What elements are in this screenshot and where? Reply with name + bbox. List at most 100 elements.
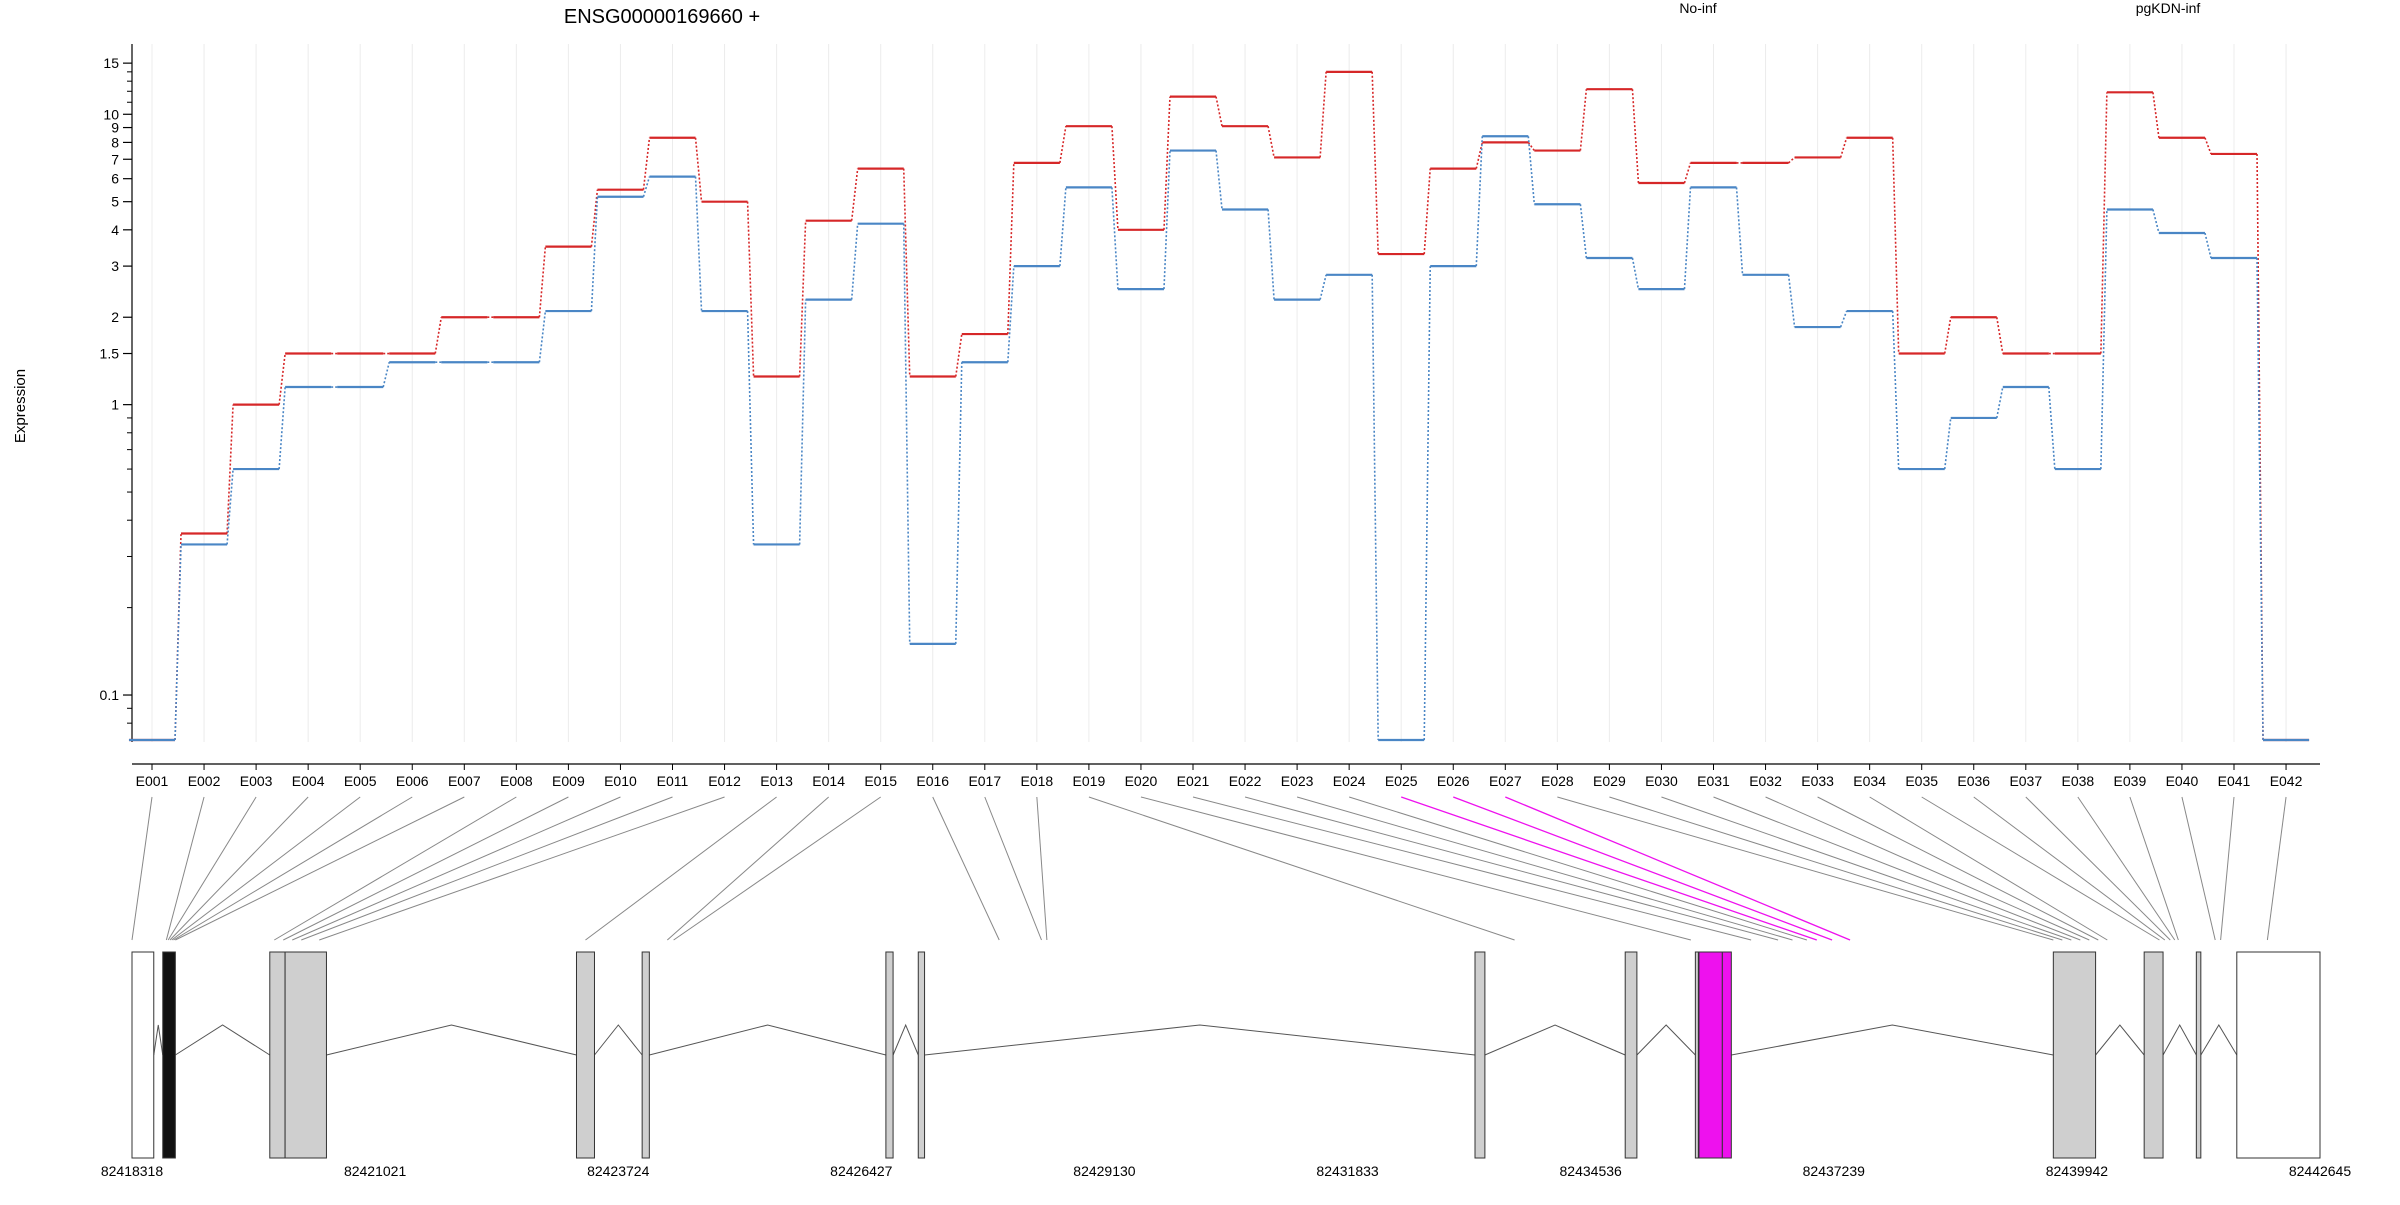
exon-connector — [2129, 796, 2179, 941]
legend-entry-no-inf: No-inf — [1679, 0, 1716, 16]
intron — [153, 1024, 164, 1056]
exon-label-e027: E027 — [1489, 773, 1522, 789]
exon-block — [917, 951, 926, 1159]
coordinate-label: 82429130 — [1073, 1163, 1136, 1179]
exon-connector — [1400, 796, 1817, 941]
exon-connector — [1192, 796, 1752, 941]
exon-label-e015: E015 — [864, 773, 897, 789]
exon-label-e022: E022 — [1229, 773, 1262, 789]
exon-label-e029: E029 — [1593, 773, 1626, 789]
exon-label-e039: E039 — [2114, 773, 2147, 789]
exon-connector — [666, 796, 829, 941]
intron — [2095, 1024, 2145, 1056]
coordinate-label: 82431833 — [1316, 1163, 1379, 1179]
exon-connector — [1869, 796, 2108, 941]
series-pgkdn-inf — [128, 135, 2310, 742]
exon-connector — [1349, 796, 1808, 941]
y-tick-label: 2 — [111, 309, 119, 325]
exon-connector — [932, 796, 1000, 941]
exon-connector — [131, 796, 153, 941]
exon-connector — [1921, 796, 2160, 941]
chart-title: ENSG00000169660 + — [564, 6, 760, 28]
exon-label-e016: E016 — [916, 773, 949, 789]
y-tick-label: 0.1 — [100, 687, 120, 703]
exon-label-e033: E033 — [1801, 773, 1834, 789]
exon-connector — [2266, 796, 2287, 941]
exon-connector — [167, 796, 257, 941]
exon-connector — [274, 796, 517, 941]
coordinate-label: 82439942 — [2046, 1163, 2109, 1179]
exon-label-e019: E019 — [1073, 773, 1106, 789]
gene-model — [131, 951, 2321, 1159]
exon-label-e034: E034 — [1853, 773, 1886, 789]
exon-connector — [1453, 796, 1833, 941]
coordinate-label: 82442645 — [2289, 1163, 2352, 1179]
coordinate-label: 82421021 — [344, 1163, 407, 1179]
exon-label-e012: E012 — [708, 773, 741, 789]
exon-block — [269, 951, 286, 1159]
exon-connector — [301, 796, 673, 941]
exon-block — [575, 951, 595, 1159]
genomic-coordinates: 82418318 82421021 82423724 82426427 82429130… — [101, 1163, 2352, 1179]
exon-connector — [1817, 796, 2099, 941]
series-no-inf — [128, 70, 2310, 742]
exon-label-e025: E025 — [1385, 773, 1418, 789]
coordinate-label: 82418318 — [101, 1163, 164, 1179]
exon-labels: E001 E002 E003 E004 E005 E006 E007 E008 E009 E010… — [136, 773, 2303, 789]
exon-block — [1694, 951, 1699, 1159]
exon-label-e026: E026 — [1437, 773, 1470, 789]
exon-connector — [1296, 796, 1793, 941]
exon-block — [1624, 951, 1638, 1159]
exon-label-e023: E023 — [1281, 773, 1314, 789]
coordinate-label: 82434536 — [1560, 1163, 1623, 1179]
exon-connector — [673, 796, 881, 941]
exon-block — [2143, 951, 2164, 1159]
exon-connector — [1765, 796, 2090, 941]
exon-block — [885, 951, 894, 1159]
exon-block — [1698, 951, 1723, 1159]
exon-connector — [319, 796, 725, 941]
coordinate-label: 82423724 — [587, 1163, 650, 1179]
y-tick-label: 1 — [111, 397, 119, 413]
y-tick-label: 9 — [111, 120, 119, 136]
exon-label-e002: E002 — [188, 773, 221, 789]
y-tick-label: 5 — [111, 194, 119, 210]
y-tick-label: 15 — [103, 55, 119, 71]
exon-connector — [1088, 796, 1515, 941]
exon-connector — [169, 796, 309, 941]
exon-connector — [1973, 796, 2166, 941]
exon-connector — [1140, 796, 1691, 941]
intron — [1636, 1024, 1696, 1056]
intron — [175, 1024, 271, 1056]
exon-label-e032: E032 — [1749, 773, 1782, 789]
intron — [892, 1023, 919, 1056]
intron — [924, 1024, 1476, 1056]
exon-block — [1474, 951, 1486, 1159]
exon-connector — [1557, 796, 2054, 941]
intron — [1484, 1024, 1626, 1056]
exon-label-e008: E008 — [500, 773, 533, 789]
intron — [2162, 1023, 2197, 1056]
exon-block — [131, 951, 155, 1159]
intron — [326, 1024, 577, 1056]
exon-label-e003: E003 — [240, 773, 273, 789]
exon-label-e021: E021 — [1177, 773, 1210, 789]
exon-label-e009: E009 — [552, 773, 585, 789]
exon-label-e005: E005 — [344, 773, 377, 789]
exon-label-e042: E042 — [2270, 773, 2303, 789]
exon-label-e030: E030 — [1645, 773, 1678, 789]
exon-connector — [2077, 796, 2176, 941]
exon-label-e011: E011 — [657, 773, 689, 789]
exon-connector — [2181, 796, 2216, 941]
exon-connector — [175, 796, 465, 941]
intron — [2200, 1024, 2238, 1056]
exon-connector — [1244, 796, 1779, 941]
exon-label-e036: E036 — [1957, 773, 1990, 789]
exon-label-e014: E014 — [812, 773, 845, 789]
y-tick-label: 6 — [111, 171, 119, 187]
series-connector — [174, 136, 2264, 741]
series-connector — [174, 71, 2264, 741]
y-tick-label: 1.5 — [100, 346, 120, 362]
exon-label-e020: E020 — [1125, 773, 1158, 789]
